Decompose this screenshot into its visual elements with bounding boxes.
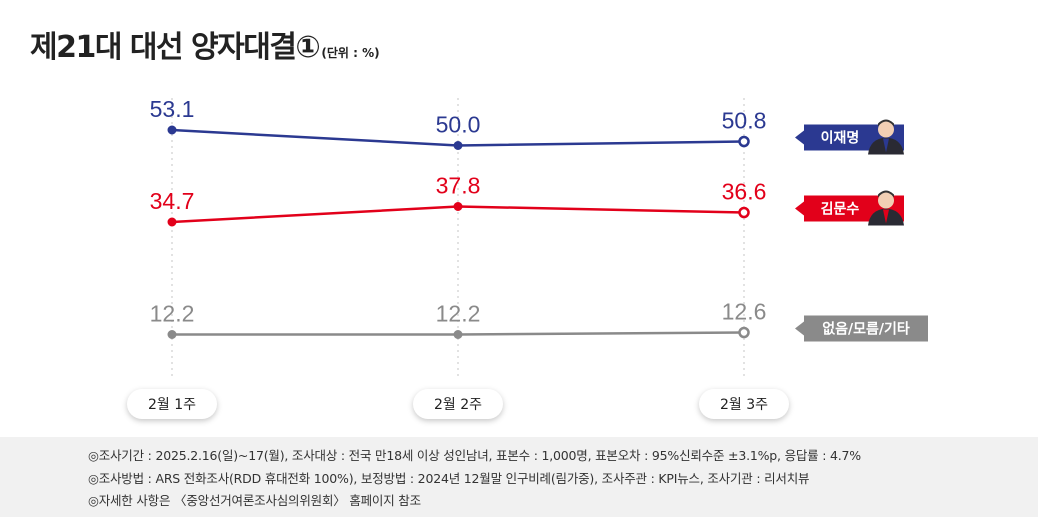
data-label: 50.8	[722, 108, 767, 134]
legend-label-2: 김문수	[821, 201, 860, 218]
data-point	[738, 135, 750, 148]
title-text: 제21대 대선 양자대결①	[30, 30, 321, 65]
data-point	[453, 141, 463, 150]
avatar-hair	[878, 190, 894, 198]
footer-notes: ◎조사기간 : 2025.2.16(일)~17(월), 조사대상 : 전국 만1…	[0, 437, 1038, 517]
data-point	[167, 217, 177, 227]
x-tick-pill	[127, 389, 217, 419]
legend-label-3: 없음/모름/기타	[822, 322, 910, 338]
data-label: 50.0	[436, 112, 481, 138]
data-point	[167, 125, 177, 135]
data-label: 53.1	[150, 96, 195, 122]
avatar-hair	[878, 119, 894, 127]
x-tick-label: 2월 1주	[148, 397, 196, 413]
legend-label-1: 이재명	[821, 130, 860, 147]
data-label: 36.6	[722, 179, 767, 205]
legend-box-3	[804, 315, 928, 342]
data-label: 12.2	[436, 301, 481, 327]
legend-arrow	[795, 321, 804, 336]
legend-arrow	[795, 130, 804, 145]
x-tick-pill	[413, 389, 503, 419]
footer-line-2: ◎조사방법 : ARS 전화조사(RDD 휴대전화 100%), 보정방법 : …	[88, 471, 810, 486]
data-label: 12.2	[150, 301, 195, 327]
data-point	[738, 206, 750, 219]
avatar-head	[878, 121, 894, 138]
x-tick-pill	[699, 389, 789, 419]
avatar-tie	[883, 138, 889, 153]
line-chart: 53.1 50.0 50.8 이재명 34.7 37.8 36.6 김문수 12.2 12.2 12…	[127, 96, 928, 419]
data-point	[738, 326, 750, 339]
data-point	[453, 202, 463, 211]
data-point	[453, 330, 463, 339]
footer-line-3: ◎자세한 사항은 〈중앙선거여론조사심의위원회〉 홈페이지 참조	[88, 493, 421, 508]
data-label: 12.6	[722, 299, 767, 325]
footer-line-1: ◎조사기간 : 2025.2.16(일)~17(월), 조사대상 : 전국 만1…	[88, 448, 861, 463]
x-tick-label: 2월 3주	[720, 397, 768, 413]
avatar-head	[878, 192, 894, 209]
avatar-tie	[883, 209, 889, 224]
data-label: 37.8	[436, 173, 481, 199]
data-label: 34.7	[150, 188, 195, 214]
chart-title: 제21대 대선 양자대결① (단위 : %)	[30, 22, 380, 66]
x-tick-label: 2월 2주	[434, 397, 482, 413]
unit-label: (단위 : %)	[321, 46, 380, 60]
legend-arrow	[795, 201, 804, 216]
data-point	[167, 330, 177, 339]
